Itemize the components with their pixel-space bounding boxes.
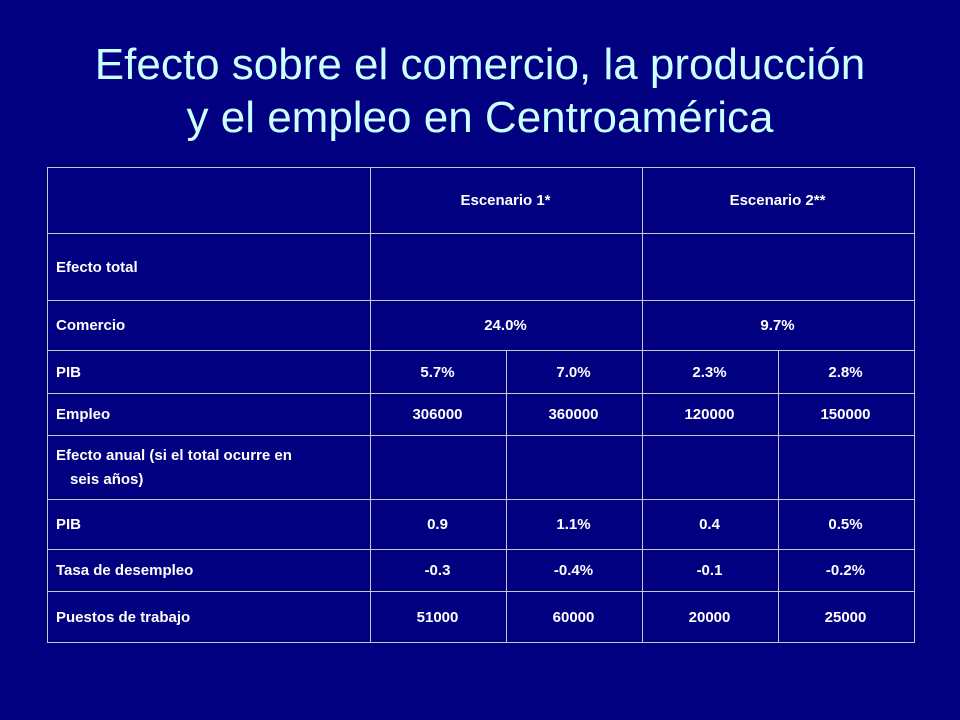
table-row-pib-total: PIB 5.7% 7.0% 2.3% 2.8% — [47, 350, 916, 394]
cell-value: 360000 — [506, 393, 643, 436]
cell-value: -0.2% — [777, 549, 916, 592]
cell-value: 120000 — [642, 393, 779, 436]
cell-value: -0.1 — [642, 549, 779, 592]
row-label: PIB — [47, 499, 371, 550]
header-row: Escenario 1* Escenario 2** — [47, 167, 916, 234]
empty-cell — [370, 233, 643, 301]
slide-title: Efecto sobre el comercio, la producción … — [0, 38, 960, 144]
cell-value: 7.0% — [506, 350, 643, 394]
cell-value: 25000 — [777, 591, 916, 643]
results-table: Escenario 1* Escenario 2** Efecto total … — [47, 167, 916, 643]
row-label: Empleo — [47, 393, 371, 436]
empty-cell — [370, 435, 507, 500]
cell-value: 2.3% — [642, 350, 779, 394]
table-row-puestos: Puestos de trabajo 51000 60000 20000 250… — [47, 591, 916, 643]
empty-cell — [642, 435, 779, 500]
title-line-2: y el empleo en Centroamérica — [186, 93, 774, 142]
cell-value: 60000 — [506, 591, 643, 643]
cell-value: 5.7% — [370, 350, 507, 394]
section-label-total: Efecto total — [47, 233, 371, 301]
cell-value: 306000 — [370, 393, 507, 436]
title-line-1: Efecto sobre el comercio, la producción — [94, 40, 866, 89]
cell-value: 0.5% — [777, 499, 916, 550]
cell-value: 150000 — [777, 393, 916, 436]
cell-value: 20000 — [642, 591, 779, 643]
header-scenario-2: Escenario 2** — [641, 167, 916, 234]
header-empty-cell — [47, 167, 371, 234]
table-row-comercio: Comercio 24.0% 9.7% — [47, 300, 916, 351]
cell-value: 2.8% — [777, 350, 916, 394]
section-label-annual: Efecto anual (si el total ocurre en seis… — [47, 435, 371, 500]
table-row-desempleo: Tasa de desempleo -0.3 -0.4% -0.1 -0.2% — [47, 549, 916, 592]
section-label-annual-line-1: Efecto anual (si el total ocurre en — [56, 446, 292, 464]
row-label: Tasa de desempleo — [47, 549, 371, 592]
cell-value: 9.7% — [641, 300, 916, 351]
empty-cell — [777, 435, 916, 500]
row-label: Puestos de trabajo — [47, 591, 371, 643]
table-row-empleo: Empleo 306000 360000 120000 150000 — [47, 393, 916, 436]
header-scenario-1: Escenario 1* — [370, 167, 643, 234]
section-label-annual-line-2: seis años) — [70, 470, 144, 488]
section-row-annual: Efecto anual (si el total ocurre en seis… — [47, 435, 916, 500]
cell-value: 51000 — [370, 591, 507, 643]
cell-value: 0.4 — [642, 499, 779, 550]
cell-value: -0.4% — [506, 549, 643, 592]
empty-cell — [641, 233, 916, 301]
section-row-total: Efecto total — [47, 233, 916, 301]
cell-value: 24.0% — [370, 300, 643, 351]
cell-value: -0.3 — [370, 549, 507, 592]
table-row-pib-annual: PIB 0.9 1.1% 0.4 0.5% — [47, 499, 916, 550]
empty-cell — [506, 435, 643, 500]
cell-value: 0.9 — [370, 499, 507, 550]
row-label: Comercio — [47, 300, 371, 351]
row-label: PIB — [47, 350, 371, 394]
cell-value: 1.1% — [506, 499, 643, 550]
